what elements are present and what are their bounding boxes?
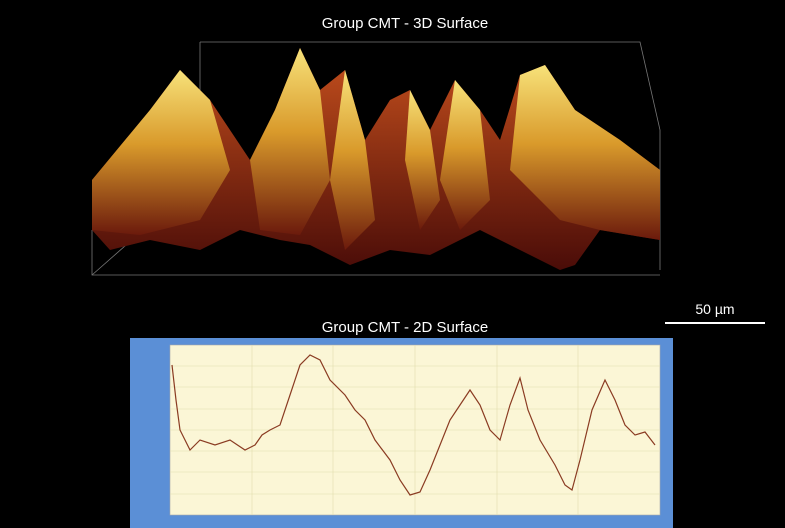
surface-2d-title: Group CMT - 2D Surface (322, 319, 488, 336)
surface-3d (92, 48, 660, 270)
surface-3d-title: Group CMT - 3D Surface (322, 15, 488, 32)
profile-grid (170, 345, 660, 515)
scale-bar-label: 50 µm (695, 301, 734, 317)
profile-line (171, 354, 656, 496)
